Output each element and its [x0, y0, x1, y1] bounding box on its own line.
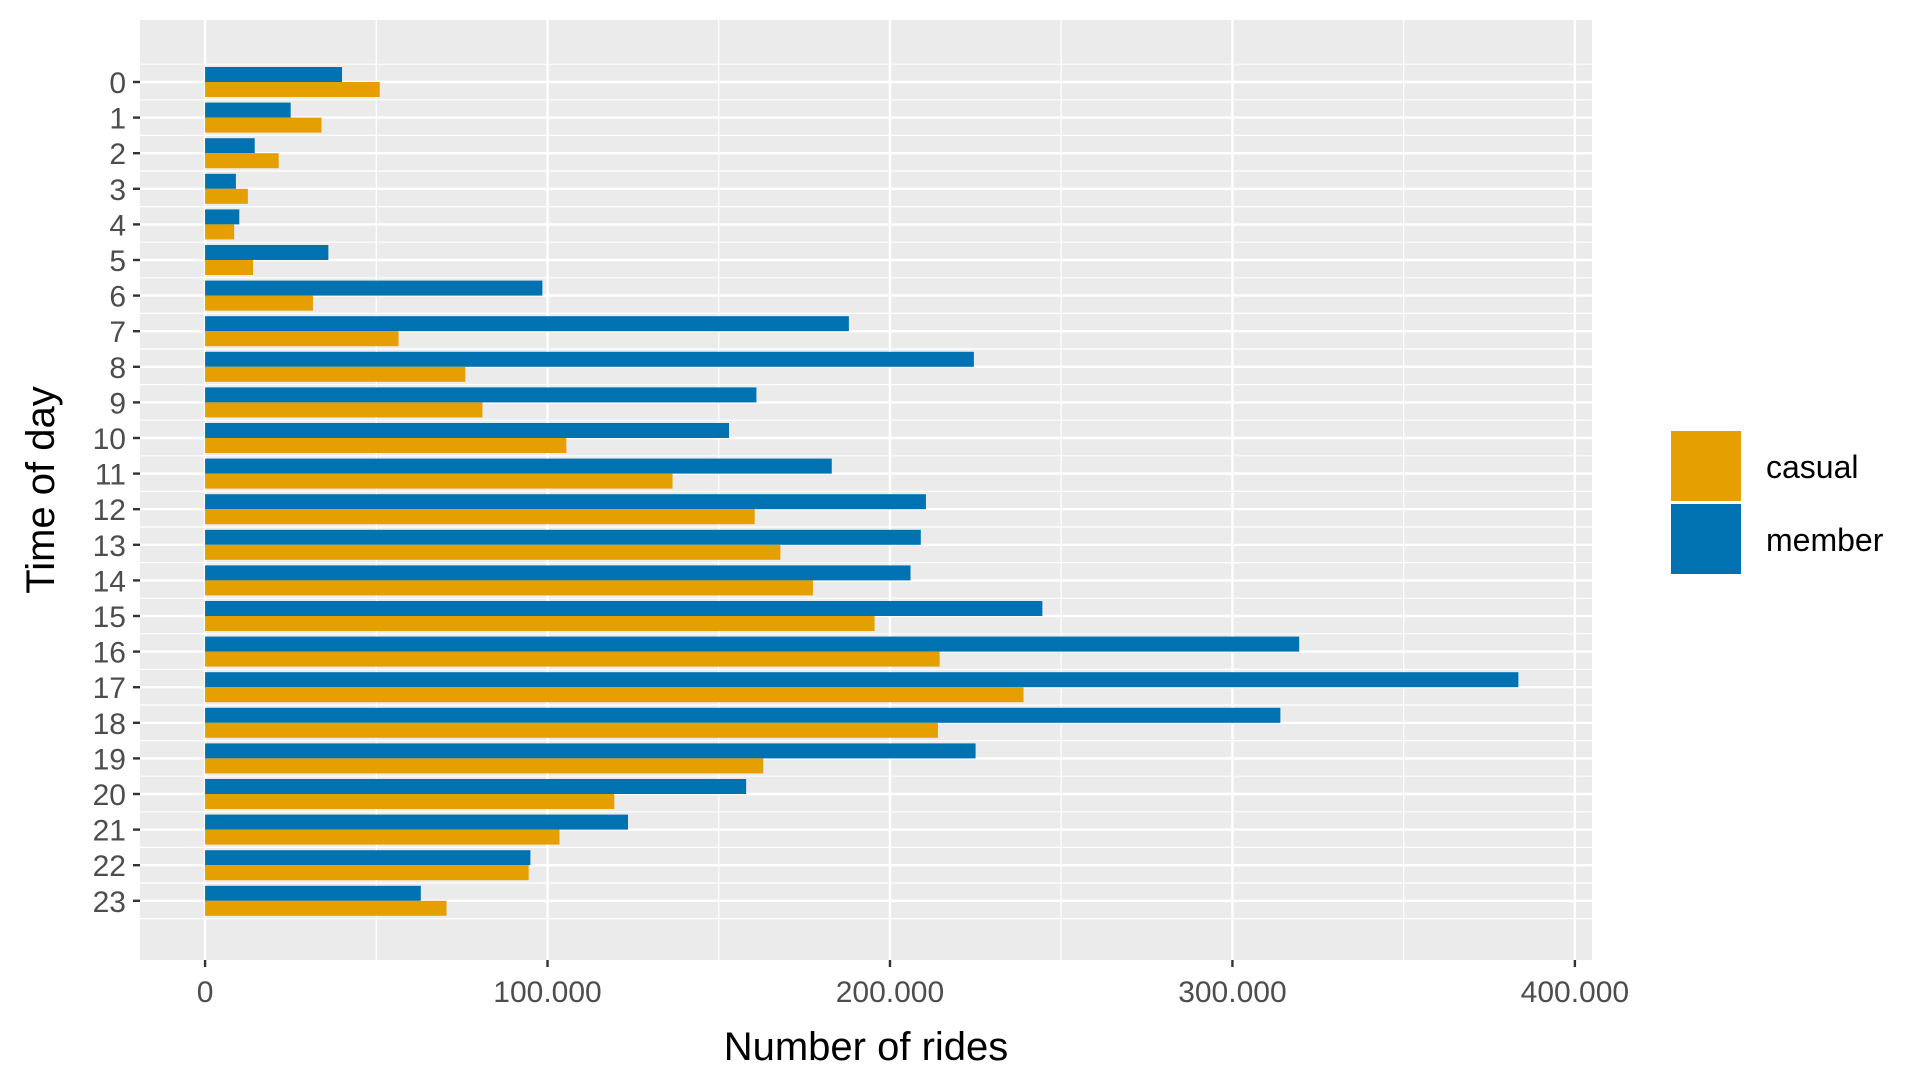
- y-tick-label: 18: [93, 708, 126, 741]
- legend-label-casual: casual: [1766, 449, 1859, 485]
- bar-casual-hour-3: [205, 188, 248, 204]
- x-tick-label: 400.000: [1521, 976, 1629, 1009]
- y-tick-label: 16: [93, 637, 126, 670]
- y-tick-label: 7: [109, 316, 126, 349]
- bar-casual-hour-1: [205, 117, 322, 133]
- bar-casual-hour-2: [205, 153, 279, 169]
- bar-member-hour-20: [205, 779, 747, 794]
- y-tick-label: 19: [93, 743, 126, 776]
- bar-member-hour-22: [205, 850, 531, 866]
- bar-casual-hour-23: [205, 900, 447, 916]
- y-tick-label: 17: [93, 672, 126, 705]
- bar-casual-hour-0: [205, 82, 380, 97]
- bar-member-hour-0: [205, 67, 343, 82]
- y-tick-label: 9: [109, 387, 126, 420]
- y-tick-label: 12: [93, 494, 126, 527]
- y-tick-label: 20: [93, 779, 126, 812]
- bar-member-hour-1: [205, 102, 291, 118]
- legend: casual member: [1669, 429, 1884, 576]
- bar-member-hour-19: [205, 743, 976, 759]
- y-tick-label: 14: [93, 565, 126, 598]
- y-tick-label: 21: [93, 815, 126, 848]
- bar-casual-hour-14: [205, 580, 813, 596]
- bar-casual-hour-22: [205, 865, 529, 881]
- y-axis-title: Time of day: [19, 386, 63, 593]
- y-tick-label: 4: [109, 209, 126, 242]
- bar-member-hour-7: [205, 316, 849, 332]
- y-tick-label: 10: [93, 423, 126, 456]
- legend-label-member: member: [1766, 522, 1884, 558]
- bar-casual-hour-16: [205, 651, 940, 667]
- bar-member-hour-10: [205, 423, 730, 438]
- bar-member-hour-15: [205, 601, 1043, 616]
- bar-casual-hour-13: [205, 544, 781, 560]
- bar-member-hour-2: [205, 138, 255, 154]
- bar-casual-hour-4: [205, 224, 235, 240]
- bars: [205, 67, 1519, 916]
- bar-casual-hour-10: [205, 438, 567, 453]
- bar-member-hour-3: [205, 173, 236, 189]
- bar-casual-hour-17: [205, 687, 1024, 703]
- bar-casual-hour-7: [205, 331, 399, 347]
- bar-member-hour-5: [205, 245, 329, 260]
- bar-member-hour-16: [205, 636, 1300, 652]
- bar-casual-hour-20: [205, 794, 615, 809]
- y-tick-label: 2: [109, 138, 126, 171]
- bar-member-hour-14: [205, 565, 911, 581]
- y-tick-label: 13: [93, 530, 126, 563]
- bar-member-hour-8: [205, 351, 974, 367]
- bar-casual-hour-6: [205, 295, 313, 311]
- y-tick-label: 3: [109, 174, 126, 207]
- bar-member-hour-17: [205, 672, 1519, 688]
- y-tick-label: 8: [109, 352, 126, 385]
- y-tick-label: 11: [95, 459, 126, 492]
- legend-key-member: [1669, 502, 1743, 576]
- bar-casual-hour-19: [205, 758, 764, 774]
- bar-member-hour-12: [205, 494, 926, 510]
- y-tick-label: 1: [109, 103, 126, 136]
- x-tick-label: 300.000: [1178, 976, 1286, 1009]
- bar-casual-hour-21: [205, 829, 560, 845]
- bar-member-hour-4: [205, 209, 240, 225]
- bar-member-hour-9: [205, 387, 757, 403]
- legend-key-casual: [1669, 429, 1743, 503]
- x-tick-label: 0: [197, 976, 214, 1009]
- bar-member-hour-13: [205, 529, 921, 545]
- bar-casual-hour-12: [205, 509, 755, 525]
- y-tick-label: 0: [109, 67, 126, 100]
- y-tick-label: 22: [93, 850, 126, 883]
- bar-casual-hour-11: [205, 473, 673, 489]
- x-axis-title: Number of rides: [724, 1025, 1009, 1069]
- bar-member-hour-23: [205, 885, 421, 901]
- bar-casual-hour-8: [205, 366, 466, 382]
- bar-casual-hour-18: [205, 722, 938, 738]
- bar-member-hour-18: [205, 707, 1281, 723]
- x-tick-label: 200.000: [836, 976, 944, 1009]
- bar-member-hour-11: [205, 458, 832, 474]
- y-tick-label: 6: [109, 281, 126, 314]
- x-tick-label: 100.000: [493, 976, 601, 1009]
- y-tick-label: 23: [93, 886, 126, 919]
- y-tick-label: 5: [109, 245, 126, 278]
- y-tick-label: 15: [93, 601, 126, 634]
- bar-casual-hour-9: [205, 402, 483, 418]
- bar-member-hour-6: [205, 280, 543, 296]
- bar-member-hour-21: [205, 814, 628, 830]
- bar-casual-hour-5: [205, 260, 254, 275]
- x-axis: 0 100.000 200.000 300.000 400.000: [197, 960, 1629, 1009]
- bar-casual-hour-15: [205, 616, 875, 631]
